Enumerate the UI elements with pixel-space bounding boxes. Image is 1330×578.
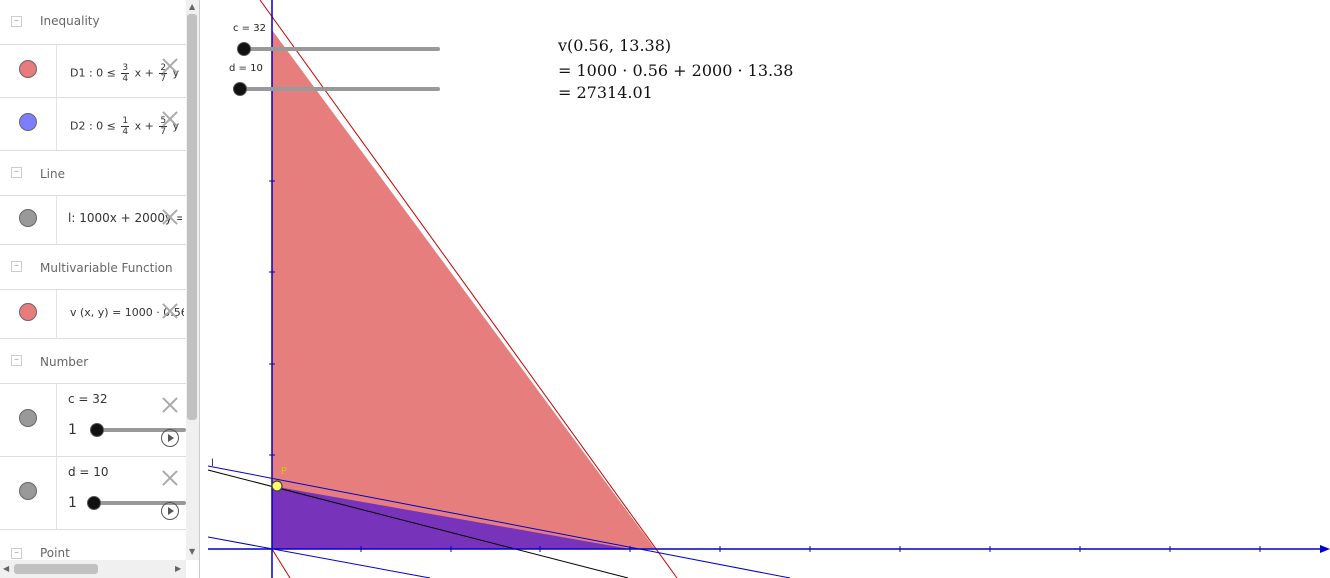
definition-number-c[interactable]: c = 32	[68, 392, 108, 406]
group-title: Point	[40, 546, 70, 560]
group-header-line[interactable]: – Line	[0, 151, 186, 196]
slider-handle[interactable]	[87, 496, 101, 510]
collapse-icon[interactable]: –	[11, 167, 22, 178]
visibility-marble-icon[interactable]	[19, 303, 37, 321]
scroll-down-icon[interactable]: ▼	[189, 547, 196, 556]
boundary-line-d2-b[interactable]	[207, 536, 431, 578]
def-text: x +	[134, 119, 154, 133]
x-axis-ticks	[360, 546, 1261, 552]
delete-icon[interactable]	[161, 110, 179, 128]
play-icon[interactable]	[161, 429, 179, 447]
slider-c-handle[interactable]	[237, 42, 251, 56]
slider-d-track[interactable]	[236, 87, 440, 91]
scroll-right-icon[interactable]: ▶	[175, 564, 182, 573]
collapse-icon[interactable]: –	[11, 16, 22, 27]
slider-min-value: 1	[68, 422, 77, 438]
marble-column	[0, 45, 57, 97]
delete-icon[interactable]	[161, 208, 179, 226]
play-icon[interactable]	[161, 502, 179, 520]
group-title: Line	[40, 167, 66, 181]
delete-icon[interactable]	[161, 469, 179, 487]
slider-handle[interactable]	[90, 423, 104, 437]
slider-track[interactable]	[92, 428, 186, 432]
denominator: 7	[160, 127, 167, 137]
group-header-inequality[interactable]: – Inequality	[0, 0, 186, 45]
point-p-label: P	[281, 466, 288, 477]
algebra-row-number-c[interactable]: c = 32 1	[0, 384, 186, 457]
marble-column	[0, 384, 57, 456]
region-d1[interactable]	[272, 30, 655, 549]
collapse-icon[interactable]: –	[11, 548, 22, 559]
marble-column	[0, 457, 57, 529]
group-header-point[interactable]: – Point	[0, 530, 186, 560]
slider-c-track[interactable]	[240, 47, 440, 51]
visibility-marble-icon[interactable]	[19, 482, 37, 500]
marble-column	[0, 98, 57, 150]
scrollbar-thumb[interactable]	[187, 14, 197, 420]
vertical-scrollbar[interactable]: ▲ ▼	[186, 0, 199, 560]
group-header-number[interactable]: – Number	[0, 339, 186, 384]
group-title: Number	[40, 355, 89, 369]
numerator: 3	[121, 63, 130, 74]
slider-track[interactable]	[92, 501, 186, 505]
boundary-line-d1-a[interactable]	[259, 0, 678, 578]
group-title: Inequality	[40, 14, 100, 28]
boundary-line-d1-b[interactable]	[271, 548, 291, 578]
definition-number-d[interactable]: d = 10	[68, 465, 109, 479]
visibility-marble-icon[interactable]	[19, 60, 37, 78]
delete-icon[interactable]	[161, 57, 179, 75]
slider-d-label: d = 10	[229, 63, 263, 74]
slider-c-label: c = 32	[233, 23, 266, 34]
denominator: 4	[122, 74, 129, 84]
delete-icon[interactable]	[161, 302, 179, 320]
collapse-icon[interactable]: –	[11, 261, 22, 272]
group-title: Multivariable Function	[40, 261, 173, 275]
denominator: 7	[160, 74, 167, 84]
visibility-marble-icon[interactable]	[19, 409, 37, 427]
formula-line-1: v(0.56, 13.38)	[558, 36, 672, 55]
delete-icon[interactable]	[161, 396, 179, 414]
horizontal-scrollbar[interactable]: ◀ ▶	[0, 560, 186, 578]
slider-min-value: 1	[68, 495, 77, 511]
formula-line-3: = 27314.01	[558, 83, 653, 102]
visibility-marble-icon[interactable]	[19, 209, 37, 227]
definition-function-v[interactable]: v (x, y) = 1000 · 0.56	[70, 306, 184, 319]
group-header-multivariable[interactable]: – Multivariable Function	[0, 245, 186, 290]
numerator: 1	[121, 116, 130, 127]
x-axis-arrow-icon	[1320, 545, 1330, 553]
scroll-left-icon[interactable]: ◀	[3, 564, 10, 573]
graphics-canvas[interactable]	[200, 0, 1330, 578]
scroll-up-icon[interactable]: ▲	[189, 2, 196, 11]
marble-column	[0, 196, 57, 244]
line-l-label: l	[211, 458, 214, 469]
algebra-row-line-l[interactable]: l: 1000x + 2000y =	[0, 196, 186, 245]
region-d2[interactable]	[272, 486, 630, 549]
graphics-view[interactable]: c = 32 d = 10 P l v(0.56, 13.38) = 1000 …	[200, 0, 1330, 578]
visibility-marble-icon[interactable]	[19, 113, 37, 131]
formula-line-2: = 1000 · 0.56 + 2000 · 13.38	[558, 61, 794, 80]
scrollbar-thumb[interactable]	[14, 564, 98, 574]
slider-d-handle[interactable]	[233, 82, 247, 96]
algebra-row-number-d[interactable]: d = 10 1	[0, 457, 186, 530]
denominator: 4	[122, 127, 129, 137]
algebra-row-function-v[interactable]: v (x, y) = 1000 · 0.56	[0, 290, 186, 339]
def-text: D1 : 0 ≤	[70, 66, 116, 80]
boundary-line-d2-a[interactable]	[207, 465, 791, 578]
collapse-icon[interactable]: –	[11, 355, 22, 366]
def-text: x +	[134, 66, 154, 80]
point-p[interactable]	[271, 480, 283, 492]
def-text: D2 : 0 ≤	[70, 119, 116, 133]
definition-line-l[interactable]: l: 1000x + 2000y =	[68, 211, 182, 225]
marble-column	[0, 290, 57, 338]
